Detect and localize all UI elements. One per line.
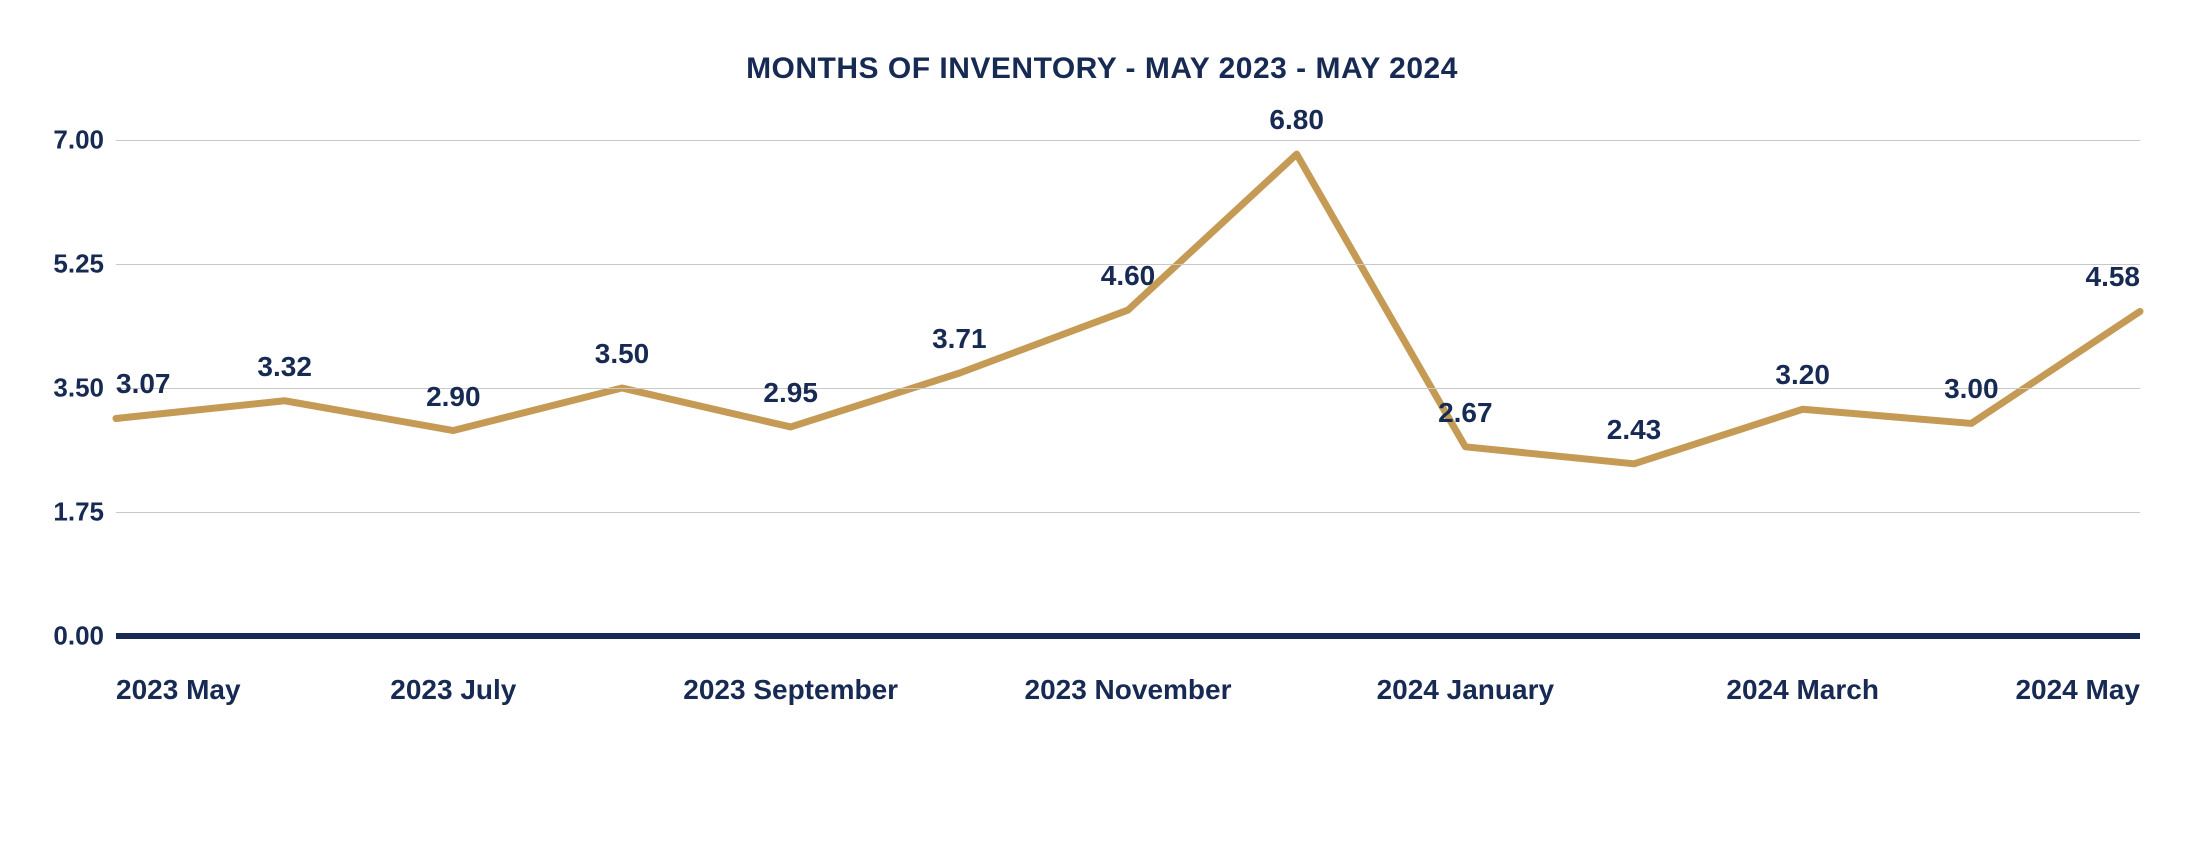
point-label: 6.80 <box>1269 104 1324 136</box>
x-tick-label: 2024 March <box>1726 674 1879 706</box>
x-tick-label: 2024 January <box>1377 674 1554 706</box>
point-label: 2.43 <box>1607 414 1662 446</box>
point-label: 2.95 <box>763 377 818 409</box>
gridline <box>116 512 2140 513</box>
point-label: 3.07 <box>116 368 171 400</box>
y-tick-label: 0.00 <box>53 621 104 652</box>
gridline <box>116 388 2140 389</box>
x-tick-label: 2023 September <box>683 674 898 706</box>
point-label: 4.60 <box>1101 260 1156 292</box>
x-tick-label: 2023 November <box>1024 674 1231 706</box>
y-tick-label: 1.75 <box>53 497 104 528</box>
point-label: 3.32 <box>257 351 312 383</box>
gridline <box>116 633 2140 639</box>
inventory-line-chart: MONTHS OF INVENTORY - MAY 2023 - MAY 202… <box>0 0 2204 850</box>
x-tick-label: 2023 May <box>116 674 241 706</box>
point-label: 2.90 <box>426 381 481 413</box>
point-label: 4.58 <box>2086 261 2141 293</box>
chart-title: MONTHS OF INVENTORY - MAY 2023 - MAY 202… <box>0 52 2204 86</box>
point-label: 3.00 <box>1944 373 1999 405</box>
point-label: 3.20 <box>1775 359 1830 391</box>
y-tick-label: 7.00 <box>53 125 104 156</box>
chart-svg-layer <box>0 0 2204 850</box>
y-tick-label: 3.50 <box>53 373 104 404</box>
y-tick-label: 5.25 <box>53 249 104 280</box>
x-tick-label: 2023 July <box>390 674 516 706</box>
point-label: 3.71 <box>932 323 987 355</box>
point-label: 2.67 <box>1438 397 1493 429</box>
point-label: 3.50 <box>595 338 650 370</box>
series-line <box>116 154 2140 464</box>
gridline <box>116 140 2140 141</box>
x-tick-label: 2024 May <box>2015 674 2140 706</box>
